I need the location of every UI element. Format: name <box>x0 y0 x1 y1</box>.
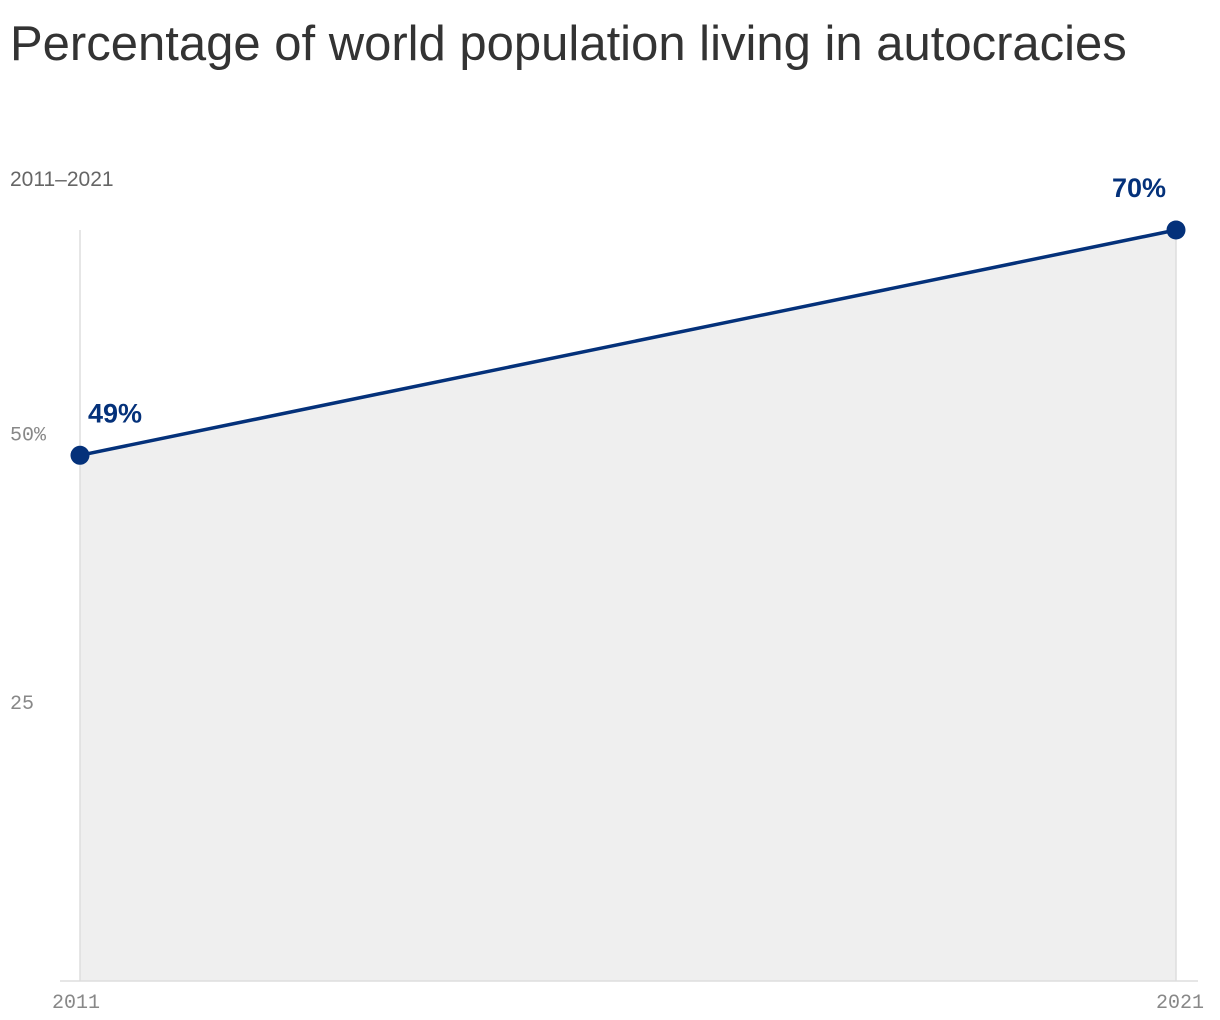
chart-subtitle: 2011–2021 <box>10 168 114 191</box>
area-fill <box>80 230 1176 981</box>
chart-title: Percentage of world population living in… <box>10 17 1127 71</box>
labels-layer: 49% 70% <box>88 173 1166 428</box>
y-tick-label: 50% <box>10 425 47 448</box>
axes-layer: 50% 25 2011 2021 <box>10 230 1204 1015</box>
data-point-2011 <box>70 445 90 465</box>
series-line <box>78 228 1178 458</box>
data-point-2021 <box>1166 220 1186 240</box>
data-label: 49% <box>88 398 142 428</box>
points-layer <box>70 220 1186 465</box>
area-layer <box>80 230 1176 981</box>
x-tick-label: 2021 <box>1156 992 1204 1015</box>
line-layer <box>78 228 1178 458</box>
data-label: 70% <box>1112 173 1166 203</box>
y-tick-label: 25 <box>10 693 34 716</box>
x-tick-label: 2011 <box>52 992 100 1015</box>
